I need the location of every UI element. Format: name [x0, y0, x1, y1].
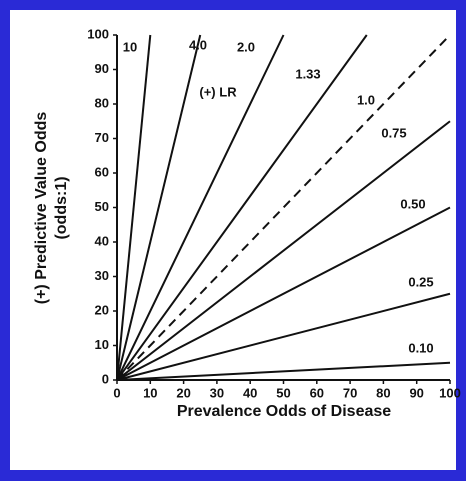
x-axis-label: Prevalence Odds of Disease [177, 403, 391, 420]
x-tick-label: 100 [439, 385, 461, 400]
series-label: 4.0 [189, 37, 207, 52]
series-label: 0.10 [408, 340, 433, 355]
series-label: 2.0 [237, 39, 255, 54]
series-line [116, 120, 451, 381]
series-line [116, 34, 285, 381]
y-tick-label: 60 [95, 164, 109, 179]
y-axis-label: (+) Predictive Value Odds [33, 112, 50, 305]
series-line [116, 361, 451, 381]
series-label: 1.33 [295, 66, 320, 81]
y-tick-label: 0 [102, 371, 109, 386]
x-tick-label: 50 [276, 385, 290, 400]
x-tick-label: 70 [343, 385, 357, 400]
series-line [116, 34, 202, 381]
series-line [116, 34, 368, 381]
x-tick-label: 30 [210, 385, 224, 400]
series-label: 0.50 [400, 196, 425, 211]
y-tick-label: 50 [95, 199, 109, 214]
x-tick-label: 80 [376, 385, 390, 400]
series-line [116, 34, 152, 381]
x-tick-label: 0 [113, 385, 120, 400]
y-tick-label: 100 [87, 26, 109, 41]
y-tick-label: 40 [95, 233, 109, 248]
series-label: 10 [123, 39, 137, 54]
y-tick-label: 80 [95, 95, 109, 110]
y-tick-label: 10 [95, 337, 109, 352]
annotation: (+) LR [199, 84, 237, 99]
x-tick-label: 40 [243, 385, 257, 400]
y-tick-label: 30 [95, 268, 109, 283]
y-tick-label: 70 [95, 130, 109, 145]
series-label: 0.75 [381, 125, 406, 140]
x-tick-label: 20 [176, 385, 190, 400]
series-line [116, 34, 451, 381]
y-tick-label: 90 [95, 61, 109, 76]
x-tick-label: 10 [143, 385, 157, 400]
x-tick-label: 90 [409, 385, 423, 400]
panel [10, 10, 456, 470]
y-axis-label: (odds:1) [53, 176, 70, 239]
series-label: 0.25 [408, 274, 433, 289]
series-label: 1.0 [357, 92, 375, 107]
x-tick-label: 60 [310, 385, 324, 400]
series-line [116, 292, 451, 381]
series-line [116, 206, 451, 381]
y-tick-label: 20 [95, 302, 109, 317]
